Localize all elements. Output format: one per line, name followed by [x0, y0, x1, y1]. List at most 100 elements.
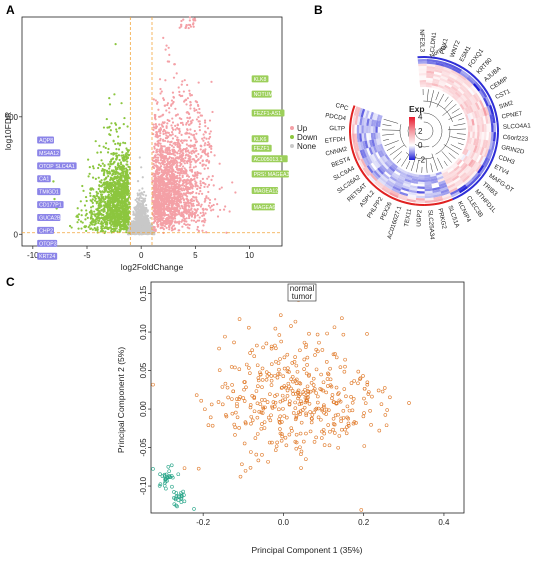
volcano-point-up [176, 168, 178, 170]
volcano-point-up [156, 196, 158, 198]
volcano-point-down [121, 199, 123, 201]
volcano-point-up [216, 203, 218, 205]
volcano-point-up [187, 150, 189, 152]
volcano-point-down [109, 184, 111, 186]
volcano-point-up [187, 226, 189, 228]
volcano-point-down [103, 174, 105, 176]
volcano-point-up [162, 97, 164, 99]
volcano-point-none [147, 219, 149, 221]
volcano-point-down [90, 216, 92, 218]
volcano-point-up [181, 195, 183, 197]
dendro-leaf [430, 90, 434, 108]
volcano-point-down [120, 161, 122, 163]
volcano-point-down [94, 214, 96, 216]
volcano-point-up [183, 185, 185, 187]
volcano-point-down [127, 209, 129, 211]
dendro-leaf [442, 151, 452, 162]
volcano-point-up [163, 201, 165, 203]
volcano-point-up [156, 133, 158, 135]
volcano-point-down [127, 214, 129, 216]
volcano-point-down [115, 208, 117, 210]
volcano-point-down [105, 184, 107, 186]
dendro-leaf [442, 104, 456, 115]
volcano-point-up [188, 117, 190, 119]
volcano-point-up [192, 185, 194, 187]
volcano-point-down [116, 182, 118, 184]
volcano-point-down [113, 211, 115, 213]
volcano-point-up [204, 148, 206, 150]
volcano-point-down [126, 211, 128, 213]
volcano-point-up [187, 201, 189, 203]
volcano-point-up [169, 143, 171, 145]
volcano-point-up [169, 153, 171, 155]
volcano-point-none [134, 213, 136, 215]
volcano-point-up [166, 182, 168, 184]
volcano-point-down [100, 165, 102, 167]
volcano-point-up [193, 166, 195, 168]
volcano-point-up [159, 130, 161, 132]
volcano-point-up [185, 103, 187, 105]
heatmap-legend-tick: 4 [418, 113, 423, 122]
heatmap-cell [468, 126, 471, 132]
volcano-point-up [164, 184, 166, 186]
volcano-point-up [189, 212, 191, 214]
volcano-point-down [109, 186, 111, 188]
volcano-point-down [118, 165, 120, 167]
volcano-point-up [199, 216, 201, 218]
volcano-point-down [99, 190, 101, 192]
volcano-point-up [173, 214, 175, 216]
volcano-point-up [163, 215, 165, 217]
volcano-point-up [194, 150, 196, 152]
volcano-point-up [170, 200, 172, 202]
volcano-point-none [141, 215, 143, 217]
volcano-point-down [93, 167, 95, 169]
volcano-legend-label: None [297, 142, 317, 151]
volcano-point-none [138, 194, 140, 196]
volcano-point-down [98, 207, 100, 209]
volcano-point-down [97, 220, 99, 222]
dendro-leaf [452, 109, 460, 114]
heatmap-cell [424, 175, 430, 178]
volcano-point-up [195, 192, 197, 194]
heatmap-cell [361, 125, 364, 133]
volcano-point-up [194, 175, 196, 177]
volcano-point-up [193, 196, 195, 198]
volcano-point-down [90, 221, 92, 223]
volcano-point-down [112, 221, 114, 223]
dendro-leaf [449, 153, 456, 159]
volcano-point-up [189, 104, 191, 106]
volcano-point-up [166, 125, 168, 127]
volcano-point-up [181, 205, 183, 207]
volcano-point-up [157, 204, 159, 206]
volcano-point-down [103, 179, 105, 181]
volcano-point-none [139, 227, 141, 229]
volcano-point-none [148, 226, 150, 228]
volcano-point-up [165, 45, 167, 47]
volcano-point-up [204, 219, 206, 221]
volcano-point-up [155, 123, 157, 125]
heatmap-cell [484, 124, 487, 132]
volcano-point-up [189, 107, 191, 109]
volcano-point-up [186, 180, 188, 182]
volcano-point-up [213, 184, 215, 186]
volcano-point-down [115, 128, 117, 130]
volcano-point-up [182, 197, 184, 199]
heatmap-cell [468, 132, 471, 138]
volcano-point-down [113, 169, 115, 171]
volcano-point-down [82, 190, 84, 192]
volcano-point-down [122, 181, 124, 183]
volcano-point-up [185, 224, 187, 226]
volcano-point-up [157, 182, 159, 184]
dendro-leaf [444, 100, 452, 109]
dendro-leaf [454, 124, 466, 126]
volcano-point-up [178, 91, 180, 93]
heatmap-gene-label: UGP2 [416, 209, 424, 227]
heatmap-cell [352, 124, 355, 133]
volcano-point-up [154, 114, 156, 116]
volcano-point-up [168, 163, 170, 165]
volcano-point-down [85, 196, 87, 198]
volcano-point-up [159, 92, 161, 94]
volcano-point-none [143, 191, 145, 193]
volcano-point-up [180, 170, 182, 172]
pca-point-normal [168, 470, 171, 473]
